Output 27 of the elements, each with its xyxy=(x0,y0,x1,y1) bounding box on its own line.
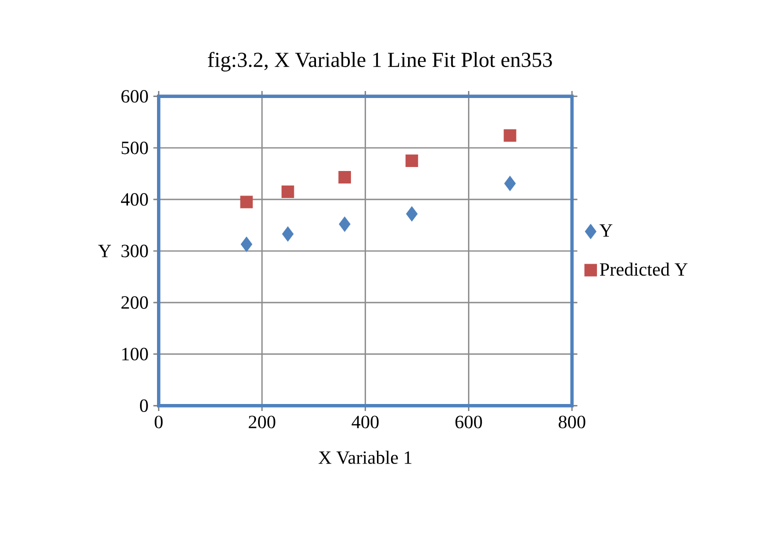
point xyxy=(504,176,516,192)
y-tick-label: 200 xyxy=(121,296,148,309)
point xyxy=(504,129,516,142)
point xyxy=(282,185,294,198)
point xyxy=(282,226,294,242)
x-tick-label: 200 xyxy=(248,416,276,428)
x-tick-label: 0 xyxy=(154,416,163,428)
point xyxy=(240,196,253,208)
x-axis-title: X Variable 1 xyxy=(318,450,412,464)
point xyxy=(406,206,418,222)
y-tick-label: 500 xyxy=(122,142,148,154)
point xyxy=(338,216,350,232)
point xyxy=(406,154,418,168)
legend-label: Y xyxy=(600,224,612,237)
y-tick-label: 0 xyxy=(140,399,148,412)
point xyxy=(240,236,252,252)
chart-title: fig:3.2, X Variable 1 Line Fit Plot en353 xyxy=(208,52,552,72)
x-tick-label: 600 xyxy=(455,416,482,428)
y-tick-label: 400 xyxy=(120,193,148,206)
x-tick-label: 400 xyxy=(352,416,379,428)
legend-label: Predicted Y xyxy=(600,262,688,276)
y-tick-label: 600 xyxy=(121,90,148,103)
y-tick-label: 100 xyxy=(122,348,148,360)
point xyxy=(338,171,351,184)
y-axis-title: Y xyxy=(98,244,111,258)
y-tick-label: 300 xyxy=(122,244,148,258)
x-tick-label: 800 xyxy=(558,416,586,428)
